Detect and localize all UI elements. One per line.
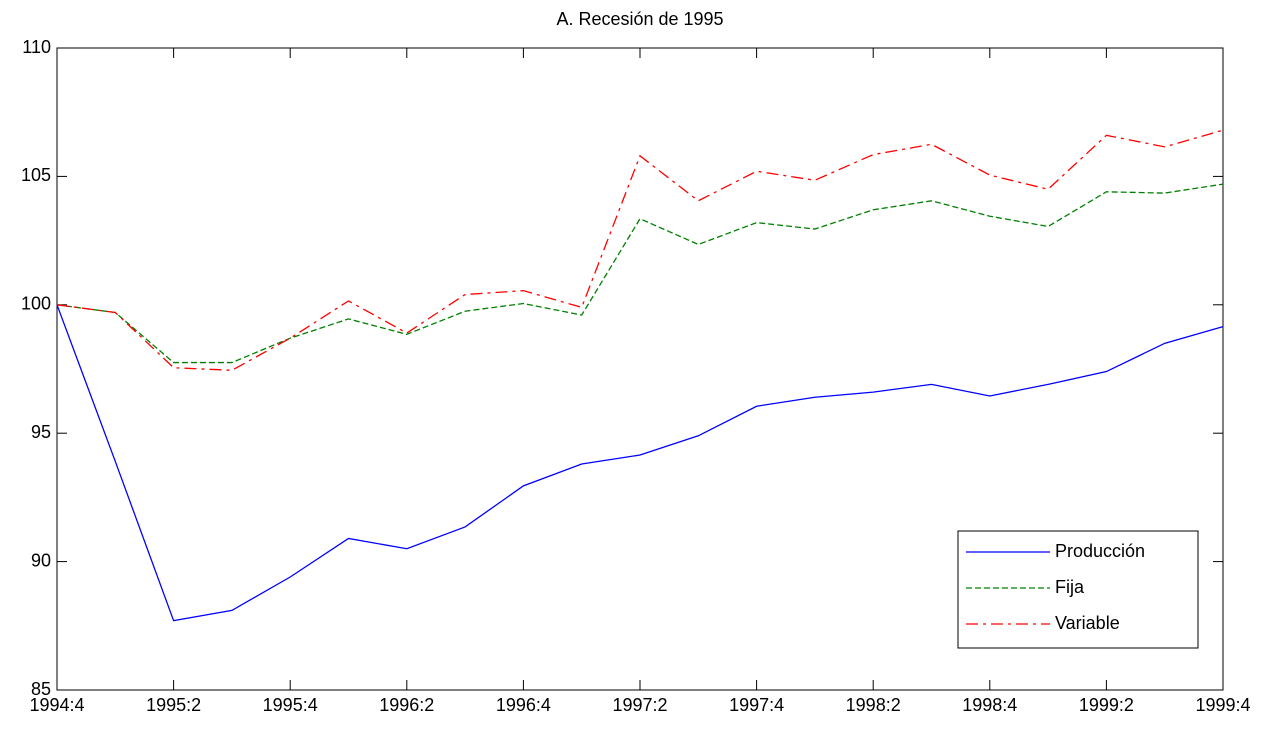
x-tick-label: 1998:4 [962, 695, 1017, 715]
y-tick-label: 105 [21, 165, 51, 185]
legend-label: Fija [1055, 577, 1085, 597]
x-tick-label: 1998:2 [846, 695, 901, 715]
legend-label: Variable [1055, 613, 1120, 633]
y-tick-label: 110 [22, 37, 51, 57]
x-tick-label: 1995:2 [146, 695, 201, 715]
chart-title: A. Recesión de 1995 [556, 9, 723, 29]
series-line [56, 304, 1224, 622]
legend-box [957, 530, 1199, 649]
y-tick-label: 85 [31, 679, 51, 699]
x-tick-label: 1997:2 [612, 695, 667, 715]
x-tick-label: 1999:4 [1195, 695, 1250, 715]
x-tick-label: 1997:4 [729, 695, 784, 715]
x-tick-label: 1996:2 [379, 695, 434, 715]
x-tick-label: 1995:4 [263, 695, 318, 715]
series-line [56, 129, 1224, 371]
x-tick-label: 1999:2 [1079, 695, 1134, 715]
y-tick-label: 90 [31, 550, 51, 570]
series-line [56, 183, 1224, 364]
legend-label: Producción [1055, 541, 1145, 561]
y-tick-label: 100 [21, 294, 51, 314]
y-tick-label: 95 [31, 422, 51, 442]
x-tick-label: 1994:4 [29, 695, 84, 715]
x-tick-label: 1996:4 [496, 695, 551, 715]
